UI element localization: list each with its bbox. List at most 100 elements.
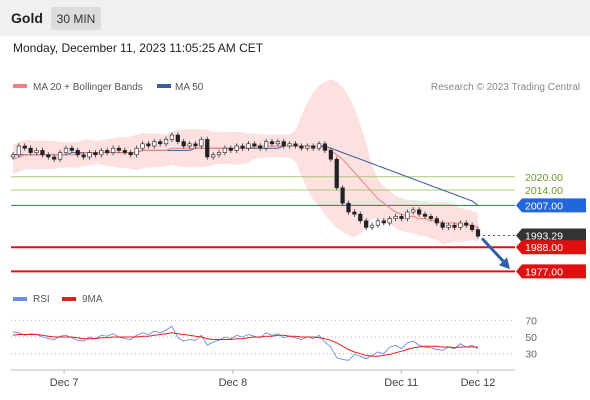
candle-body — [105, 150, 110, 153]
candle-body — [40, 150, 45, 156]
candle-body — [152, 141, 157, 147]
ma20-legend-label: MA 20 + Bollinger Bands — [33, 82, 143, 93]
candle-body — [122, 150, 127, 153]
candle-body — [222, 147, 227, 153]
candle-body — [275, 141, 280, 145]
candle-body — [116, 147, 122, 151]
candle-body — [63, 147, 69, 153]
price-label-2014.00: 2014.00 — [525, 185, 563, 197]
candle-body — [246, 143, 251, 149]
candle-body — [422, 213, 428, 217]
candle-body — [87, 152, 92, 158]
ma9-legend-label: 9MA — [82, 294, 103, 305]
rsi-legend-swatch — [13, 297, 27, 301]
candle-body — [57, 152, 63, 160]
rsi-tick-30: 30 — [525, 349, 537, 361]
candle-body — [175, 134, 180, 142]
candle-body — [440, 222, 445, 228]
candle-body — [146, 143, 151, 147]
candle-body — [340, 187, 345, 204]
candle-body — [81, 154, 86, 158]
price-label-1993.29: 1993.29 — [525, 231, 563, 243]
candle-body — [69, 147, 74, 151]
rsi-plot: 70 50 30 — [11, 315, 537, 361]
candle-body — [16, 145, 21, 156]
candle-body — [311, 145, 316, 149]
candle-body — [305, 145, 310, 149]
candle-body — [470, 224, 475, 230]
candle-body — [411, 209, 416, 213]
candle-body — [169, 134, 175, 140]
chart-panel — [0, 36, 590, 400]
price-tag-2007.00 — [516, 198, 586, 213]
candle-body — [405, 211, 410, 219]
candle-body — [316, 143, 322, 149]
candle-body — [158, 141, 163, 145]
candle-body — [458, 222, 463, 228]
candle-body — [75, 150, 80, 156]
candle-body — [387, 218, 392, 224]
candle-body — [216, 152, 222, 156]
candle-body — [211, 154, 216, 158]
price-label-1988.00: 1988.00 — [525, 242, 563, 254]
timeframe-button[interactable]: 30 MIN — [51, 7, 101, 30]
candle-body — [452, 224, 457, 228]
price-label-2007.00: 2007.00 — [525, 200, 563, 212]
candle-body — [228, 147, 233, 151]
candle-body — [181, 141, 186, 147]
price-label-1977.00: 1977.00 — [525, 266, 563, 278]
candle-body — [287, 143, 292, 147]
candle-body — [328, 150, 333, 160]
ma50-legend-swatch — [157, 84, 171, 88]
candle-body — [187, 143, 192, 147]
candle-body — [381, 220, 386, 224]
candle-body — [240, 145, 245, 149]
candle-body — [299, 145, 304, 149]
candle-body — [252, 143, 257, 147]
candle-body — [434, 218, 439, 224]
x-tick-label: Dec 8 — [219, 377, 248, 389]
candle-body — [46, 154, 51, 158]
candle-body — [399, 216, 404, 219]
candle-body — [475, 229, 481, 237]
candle-body — [269, 141, 275, 145]
candle-body — [28, 147, 33, 153]
instrument-title: Gold — [11, 10, 43, 26]
ma9-legend-swatch — [62, 297, 76, 301]
candle-body — [264, 141, 269, 149]
rsi-legend-label: RSI — [33, 294, 50, 305]
price-tag-1993.29 — [516, 228, 586, 243]
candle-body — [464, 222, 469, 226]
candle-body — [346, 202, 351, 213]
rsi-tick-50: 50 — [525, 332, 537, 344]
candle-body — [10, 154, 16, 158]
candle-body — [163, 139, 169, 145]
candle-body — [128, 152, 133, 156]
candle-body — [93, 152, 98, 156]
candle-body — [428, 216, 434, 219]
candle-body — [417, 209, 422, 215]
candle-body — [234, 145, 239, 151]
x-tick-label: Dec 12 — [461, 377, 496, 389]
candle-body — [22, 145, 27, 149]
rsi-tick-70: 70 — [525, 315, 537, 327]
candle-body — [375, 220, 381, 226]
top-bar: Gold 30 MIN — [0, 0, 590, 36]
candle-body — [358, 213, 363, 222]
candle-body — [99, 150, 104, 156]
ma50-legend-label: MA 50 — [175, 82, 204, 93]
price-tag-1977.00 — [516, 264, 586, 279]
candle-body — [258, 145, 263, 149]
x-axis: Dec 7 Dec 8 Dec 11 Dec 12 — [50, 370, 496, 389]
forecast-arrow-head — [499, 257, 510, 270]
candle-body — [393, 216, 398, 219]
candle-body — [134, 147, 139, 156]
source-credit: Research © 2023 Trading Central — [431, 82, 580, 93]
ma20-legend-swatch — [13, 84, 27, 88]
candle-body — [352, 211, 357, 215]
candle-body — [334, 158, 339, 189]
candle-body — [199, 139, 204, 147]
candle-body — [364, 220, 369, 228]
